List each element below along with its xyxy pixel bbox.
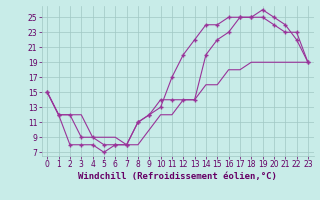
X-axis label: Windchill (Refroidissement éolien,°C): Windchill (Refroidissement éolien,°C)	[78, 172, 277, 181]
